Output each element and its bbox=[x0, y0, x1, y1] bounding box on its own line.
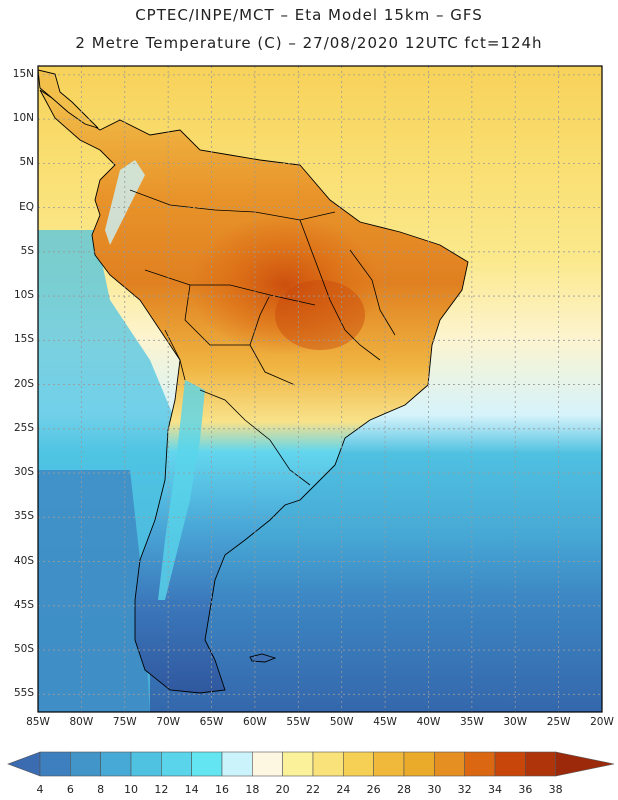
graticule bbox=[37, 66, 603, 712]
latitude-label: 15N bbox=[12, 67, 34, 80]
colorbar-swatch bbox=[312, 751, 344, 777]
latitude-label: 5S bbox=[20, 244, 34, 257]
colorbar-label: 12 bbox=[154, 783, 169, 796]
latitude-label: 45S bbox=[13, 598, 34, 611]
latitude-label: 50S bbox=[13, 643, 34, 656]
south-america-landmass bbox=[39, 89, 469, 694]
latitude-label: 10S bbox=[13, 289, 34, 302]
colorbar-swatch bbox=[70, 751, 101, 777]
colorbar-label: 22 bbox=[306, 783, 320, 796]
colorbar-swatch bbox=[191, 751, 223, 777]
colorbar-label: 30 bbox=[427, 783, 442, 796]
colorbar-label: 38 bbox=[548, 783, 563, 796]
colorbar-label: 36 bbox=[518, 783, 533, 796]
colorbar-swatch bbox=[39, 751, 71, 777]
longitude-label: 60W bbox=[243, 716, 267, 728]
colorbar-label: 6 bbox=[66, 783, 74, 796]
colorbar-arrow-low bbox=[7, 751, 41, 777]
colorbar-label: 24 bbox=[336, 783, 351, 796]
map-title: CPTEC/INPE/MCT – Eta Model 15km – GFS bbox=[135, 6, 483, 24]
longitude-label: 80W bbox=[69, 716, 94, 728]
colorbar-label: 20 bbox=[275, 783, 290, 796]
colorbar-swatch bbox=[494, 751, 526, 777]
latitude-label: 20S bbox=[13, 377, 34, 390]
latitude-label: 25S bbox=[13, 421, 34, 434]
pacific-colder-field bbox=[38, 470, 150, 712]
colorbar-swatch bbox=[221, 751, 253, 777]
longitude-label: 50W bbox=[329, 716, 354, 728]
longitude-label: 55W bbox=[286, 716, 311, 728]
longitude-label: 70W bbox=[156, 716, 181, 728]
longitude-label: 25W bbox=[546, 716, 571, 728]
falkland-islands bbox=[249, 653, 277, 663]
longitude-label: 20W bbox=[590, 716, 614, 728]
colorbar-label: 8 bbox=[97, 783, 105, 796]
central-america-landmass bbox=[38, 69, 99, 129]
colorbar-label: 18 bbox=[245, 783, 260, 796]
colorbar-swatch bbox=[373, 751, 405, 777]
colorbar-label: 32 bbox=[457, 783, 472, 796]
longitude-label: 75W bbox=[112, 716, 137, 728]
colorbar-swatch bbox=[100, 751, 132, 777]
hot-core-central bbox=[275, 280, 365, 350]
latitude-label: 10N bbox=[12, 112, 34, 125]
colorbar-swatch bbox=[403, 751, 435, 777]
colorbar-swatch bbox=[464, 751, 496, 777]
longitude-label: 35W bbox=[459, 716, 484, 728]
colorbar-label: 28 bbox=[397, 783, 411, 796]
latitude-label: 5N bbox=[19, 156, 34, 169]
longitude-label: 30W bbox=[503, 716, 528, 728]
longitude-label: 65W bbox=[199, 716, 224, 728]
latitude-label: 15S bbox=[13, 333, 34, 346]
hot-core-amazon bbox=[190, 215, 380, 355]
map-frame bbox=[37, 65, 603, 713]
country-borders bbox=[129, 189, 396, 486]
colorbar-arrow-high bbox=[555, 751, 615, 777]
colorbar-label: 34 bbox=[488, 783, 502, 796]
colorbar-swatch bbox=[252, 751, 283, 777]
colorbar-swatch bbox=[282, 751, 314, 777]
colorbar bbox=[7, 751, 615, 777]
latitude-label: EQ bbox=[19, 200, 34, 213]
andes-south-ridge bbox=[158, 380, 205, 600]
colorbar-swatch bbox=[525, 751, 556, 777]
colorbar-label: 10 bbox=[124, 783, 138, 796]
longitude-label: 45W bbox=[373, 716, 397, 728]
latitude-label: 40S bbox=[13, 554, 34, 567]
colorbar-swatch bbox=[434, 751, 465, 777]
longitude-label: 40W bbox=[416, 716, 441, 728]
latitude-label: 55S bbox=[13, 687, 34, 700]
longitude-label: 85W bbox=[26, 716, 50, 728]
colorbar-label: 26 bbox=[366, 783, 381, 796]
colorbar-swatch bbox=[161, 751, 192, 777]
colorbar-label: 4 bbox=[36, 783, 44, 796]
latitude-label: 35S bbox=[13, 510, 34, 523]
colorbar-swatch bbox=[130, 751, 162, 777]
colorbar-label: 16 bbox=[215, 783, 229, 796]
map-subtitle: 2 Metre Temperature (C) – 27/08/2020 12U… bbox=[75, 34, 543, 52]
colorbar-swatch bbox=[343, 751, 374, 777]
latitude-label: 30S bbox=[13, 466, 34, 479]
colorbar-label: 14 bbox=[184, 783, 199, 796]
